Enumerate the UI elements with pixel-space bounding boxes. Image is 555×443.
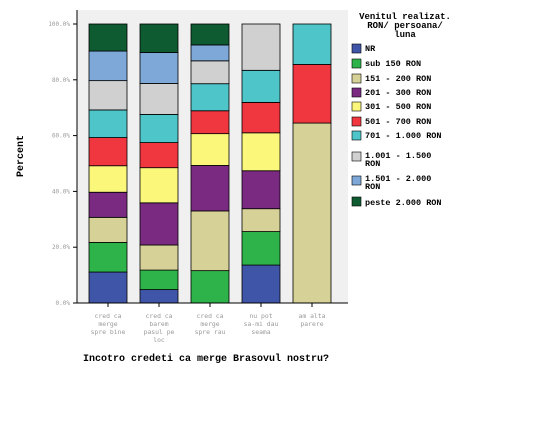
legend-label: 501 - 700 RON (365, 117, 431, 127)
bar-segment (139, 23, 179, 53)
bar-segment (241, 23, 281, 71)
x-axis-ticks: cred ca merge spre bine cred ca barem pasul p… (91, 303, 326, 344)
legend-swatch (351, 43, 362, 54)
x-tick-label: nu pot sa-mi dau seama (244, 312, 279, 336)
x-tick-label: cred ca barem pasul pe loc (144, 312, 175, 344)
bar-segment (139, 244, 179, 271)
bar-segment (190, 44, 230, 62)
bar-segment (292, 122, 332, 304)
bar-segment (88, 191, 128, 218)
bar-segment (88, 23, 128, 52)
bar-segment (139, 269, 179, 291)
bar-segment (88, 271, 128, 304)
x-tick-label: am alta parere (299, 312, 326, 328)
y-tick-label: 0.0% (56, 300, 71, 307)
legend: Venitul realizat. RON/ persoana/luna NR sub… (351, 12, 451, 208)
legend-swatch (351, 58, 362, 69)
bar-stacks (88, 23, 332, 304)
bar-segment (190, 165, 230, 212)
bar-segment (88, 242, 128, 273)
bar-segment (241, 208, 281, 232)
bar-segment (190, 83, 230, 112)
bar-segment (88, 50, 128, 82)
legend-label: 301 - 500 RON (365, 102, 431, 112)
legend-swatch (351, 130, 362, 141)
bar-segment (139, 142, 179, 169)
bar-segment (241, 170, 281, 210)
legend-swatch (351, 175, 362, 186)
y-tick-label: 60.0% (52, 133, 70, 140)
y-tick-label: 40.0% (52, 188, 70, 195)
bar-segment (241, 69, 281, 103)
bar-segment (139, 52, 179, 84)
bar-segment (88, 109, 128, 138)
legend-swatch (351, 196, 362, 207)
bar-segment (88, 137, 128, 167)
bar-segment (88, 80, 128, 111)
y-tick-label: 100.0% (48, 21, 70, 28)
bar-segment (139, 289, 179, 304)
x-tick-label: cred ca merge spre rau (195, 312, 226, 336)
bar-segment (88, 216, 128, 243)
legend-swatch (351, 73, 362, 84)
legend-label: NR (365, 44, 376, 54)
x-axis-title: Incotro credeti ca merge Brasovul nostru… (83, 353, 329, 365)
legend-label: 1.001 - 1.500 RON (365, 151, 431, 169)
legend-label: sub 150 RON (365, 59, 421, 69)
bar-segment (292, 23, 332, 65)
legend-swatch (351, 87, 362, 98)
bar-segment (190, 210, 230, 272)
legend-label: 151 - 200 RON (365, 74, 431, 84)
legend-label: 701 - 1.000 RON (365, 131, 442, 141)
x-tick-label: cred ca merge spre bine (91, 312, 126, 336)
bar-segment (190, 60, 230, 85)
bar-segment (190, 110, 230, 135)
bar-segment (292, 64, 332, 124)
bar-segment (190, 133, 230, 166)
legend-swatch (351, 116, 362, 127)
legend-swatch (351, 101, 362, 112)
bar-segment (88, 165, 128, 193)
bar-segment (241, 231, 281, 266)
bar-segment (241, 264, 281, 304)
legend-title: Venitul realizat. RON/ persoana/luna (359, 12, 451, 40)
bar-segment (139, 167, 179, 204)
y-tick-label: 80.0% (52, 77, 70, 84)
bar-segment (241, 101, 281, 134)
bar-segment (139, 113, 179, 143)
legend-label: 201 - 300 RON (365, 88, 431, 98)
bar-segment (190, 23, 230, 46)
bar-segment (139, 83, 179, 115)
bar-segment (190, 270, 230, 304)
bar-segment (241, 132, 281, 172)
legend-label: peste 2.000 RON (365, 198, 442, 208)
y-axis-title: Percent (16, 135, 27, 177)
y-axis-ticks: 0.0% 20.0% 40.0% 60.0% 80.0% 100.0% (48, 21, 77, 307)
legend-label: 1.501 - 2.000 RON (365, 174, 431, 192)
legend-swatch (351, 151, 362, 162)
bar-segment (139, 202, 179, 246)
y-tick-label: 20.0% (52, 244, 70, 251)
